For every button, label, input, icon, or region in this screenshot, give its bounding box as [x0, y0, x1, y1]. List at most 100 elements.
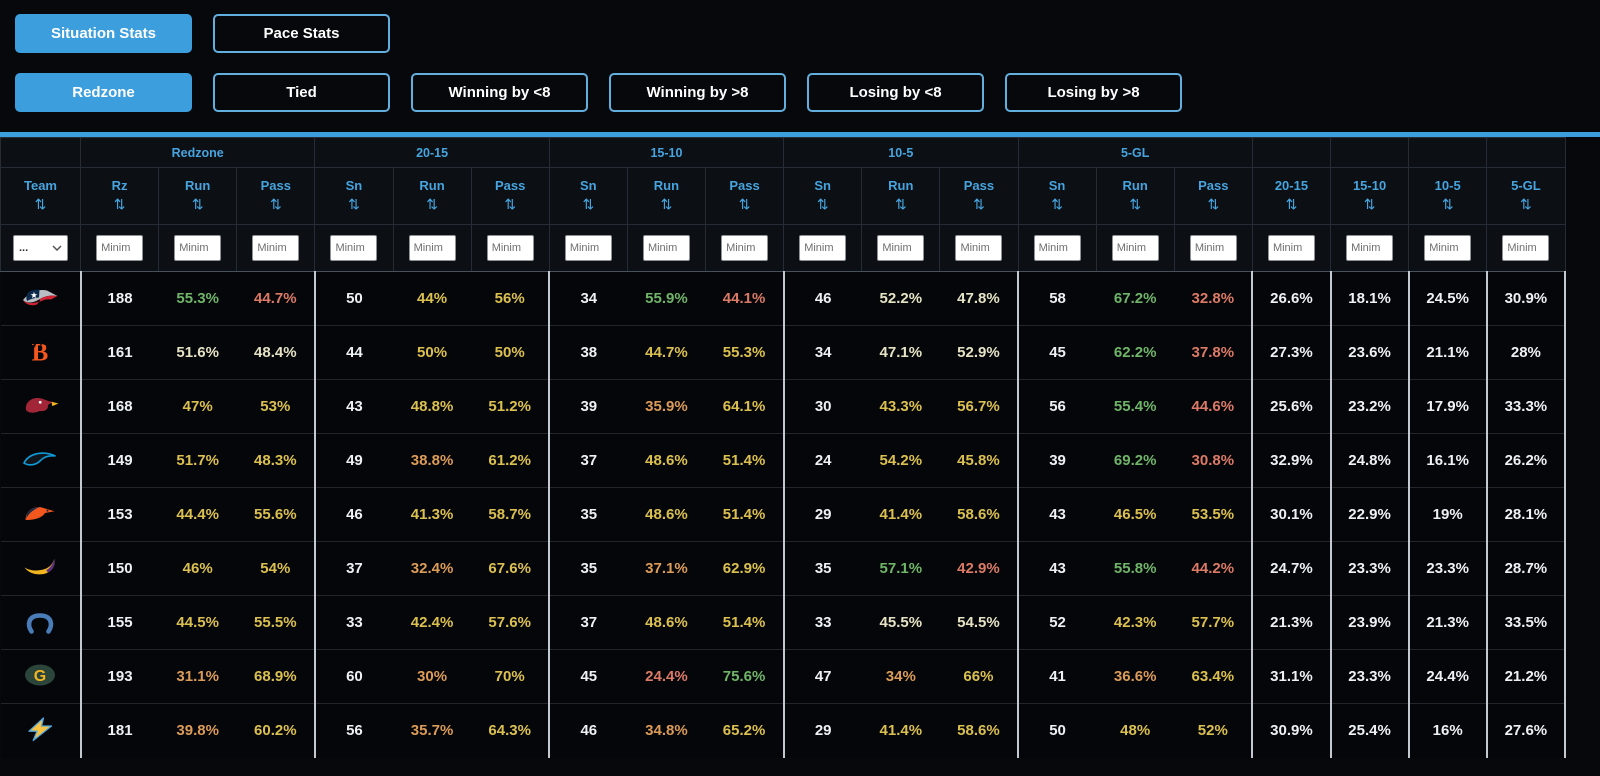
sort-icon[interactable]: ⇅ [738, 196, 751, 213]
cell-bengals-15-10-sn: 38 [549, 325, 628, 380]
min-filter-input-15-10-pass[interactable] [721, 235, 769, 261]
filter-row: ... [0, 224, 1566, 272]
cell-vikings-5-gl-sn: 43 [1018, 541, 1097, 596]
cell-cardinals-15-10-sn: 39 [549, 379, 628, 434]
col-header-redzone-run[interactable]: Run ⇅ [158, 167, 238, 225]
min-filter-input-20-15[interactable] [1267, 235, 1315, 261]
sort-icon[interactable]: ⇅ [582, 196, 595, 213]
cell-chargers-10-5-sn: 29 [783, 703, 862, 758]
col-header-20-15-sn[interactable]: Sn ⇅ [314, 167, 394, 225]
col-header-10-5-pass[interactable]: Pass ⇅ [939, 167, 1019, 225]
col-label: Sn [814, 177, 831, 193]
sort-icon[interactable]: ⇅ [816, 196, 829, 213]
col-header-redzone-rz[interactable]: Rz ⇅ [79, 167, 160, 225]
cell-packers-5-gl-sn: 41 [1018, 649, 1097, 704]
col-header-10-5-run[interactable]: Run ⇅ [861, 167, 941, 225]
team-cell-patriots [0, 271, 82, 326]
col-header-5-gl[interactable]: 5-GL ⇅ [1486, 167, 1566, 225]
col-header-5-gl-pass[interactable]: Pass ⇅ [1173, 167, 1253, 225]
cell-panthers-10-5-pass: 45.8% [939, 433, 1020, 488]
min-filter-input-15-10[interactable] [1346, 235, 1394, 261]
min-filter-input-5-gl[interactable] [1502, 235, 1550, 261]
sort-icon[interactable]: ⇅ [269, 196, 282, 213]
cell-vikings-20-15-sn: 37 [314, 541, 393, 596]
col-header-5-gl-run[interactable]: Run ⇅ [1095, 167, 1175, 225]
cell-cardinals-5-gl-pass: 44.6% [1174, 379, 1254, 434]
filter-cell-5-gl [1486, 224, 1566, 272]
cell-broncos-redzone-run: 44.4% [158, 487, 237, 542]
min-filter-input-10-5-sn[interactable] [799, 235, 847, 261]
cardinals-logo-icon [20, 391, 60, 419]
min-filter-input-redzone-pass[interactable] [252, 235, 300, 261]
sort-icon[interactable]: ⇅ [1051, 196, 1063, 213]
col-header-redzone-pass[interactable]: Pass ⇅ [236, 167, 316, 225]
sort-icon[interactable]: ⇅ [348, 196, 360, 213]
cell-colts-20-15-sn: 33 [314, 595, 393, 650]
sort-icon[interactable]: ⇅ [34, 196, 47, 213]
col-header-5-gl-sn[interactable]: Sn ⇅ [1017, 167, 1097, 225]
sort-icon[interactable]: ⇅ [1207, 196, 1220, 213]
cell-packers-redzone-pass: 68.9% [236, 649, 316, 704]
min-filter-input-5-gl-sn[interactable] [1033, 235, 1081, 261]
col-header-15-10[interactable]: 15-10 ⇅ [1329, 167, 1410, 225]
sort-icon[interactable]: ⇅ [1129, 196, 1142, 213]
sort-icon[interactable]: ⇅ [660, 196, 673, 213]
cell-patriots-5-gl-sn: 58 [1018, 271, 1097, 326]
min-filter-input-10-5-pass[interactable] [955, 235, 1003, 261]
tab-winning-by-lt8[interactable]: Winning by <8 [411, 73, 588, 112]
col-header-20-15-pass[interactable]: Pass ⇅ [470, 167, 550, 225]
min-filter-input-20-15-run[interactable] [408, 235, 456, 261]
tab-losing-by-gt8[interactable]: Losing by >8 [1005, 73, 1182, 112]
team-row-chargers: 181 39.8% 60.2% 56 35.7% 64.3% 46 34.8% 65.2% 29 4… [0, 703, 1567, 758]
min-filter-input-15-10-sn[interactable] [564, 235, 612, 261]
col-header-20-15-run[interactable]: Run ⇅ [392, 167, 472, 225]
sort-icon[interactable]: ⇅ [426, 196, 438, 213]
sort-icon[interactable]: ⇅ [1441, 196, 1454, 213]
cell-broncos-20-15-pass: 58.7% [471, 487, 551, 542]
sort-icon[interactable]: ⇅ [973, 196, 985, 213]
col-header-15-10-sn[interactable]: Sn ⇅ [548, 167, 628, 225]
min-filter-input-5-gl-pass[interactable] [1189, 235, 1237, 261]
min-filter-input-20-15-sn[interactable] [330, 235, 378, 261]
filter-cell-10-5-pass [939, 224, 1019, 272]
sort-icon[interactable]: ⇅ [504, 196, 517, 213]
cell-broncos-5-gl: 28.1% [1486, 487, 1567, 542]
sort-icon[interactable]: ⇅ [1363, 196, 1376, 213]
tab-pace-stats[interactable]: Pace Stats [213, 14, 390, 53]
tab-winning-by-gt8[interactable]: Winning by >8 [609, 73, 786, 112]
tab-losing-by-lt8[interactable]: Losing by <8 [807, 73, 984, 112]
tab-situation-stats[interactable]: Situation Stats [15, 14, 192, 53]
group-header-20-15: 20-15 [314, 137, 550, 168]
cell-broncos-15-10: 22.9% [1330, 487, 1410, 542]
cell-chargers-5-gl-run: 48% [1096, 703, 1175, 758]
min-filter-input-10-5-run[interactable] [877, 235, 925, 261]
col-header-team[interactable]: Team ⇅ [0, 167, 81, 225]
col-header-10-5-sn[interactable]: Sn ⇅ [783, 167, 863, 225]
min-filter-input-redzone-run[interactable] [174, 235, 222, 261]
min-filter-input-20-15-pass[interactable] [486, 235, 534, 261]
cell-broncos-5-gl-sn: 43 [1018, 487, 1097, 542]
min-filter-input-15-10-run[interactable] [642, 235, 690, 261]
min-filter-input-5-gl-run[interactable] [1111, 235, 1159, 261]
cell-packers-5-gl-run: 36.6% [1096, 649, 1175, 704]
col-label: Pass [1198, 177, 1229, 193]
tab-tied[interactable]: Tied [213, 73, 390, 112]
col-header-15-10-pass[interactable]: Pass ⇅ [704, 167, 785, 225]
sort-icon[interactable]: ⇅ [894, 196, 907, 213]
min-filter-input-redzone-rz[interactable] [96, 235, 144, 261]
min-filter-input-10-5[interactable] [1424, 235, 1472, 261]
filter-cell-10-5 [1408, 224, 1488, 272]
col-header-20-15[interactable]: 20-15 ⇅ [1251, 167, 1332, 225]
sort-icon[interactable]: ⇅ [1520, 196, 1532, 213]
sort-icon[interactable]: ⇅ [191, 196, 204, 213]
team-filter-dropdown[interactable]: ... [13, 235, 68, 261]
cell-cardinals-20-15-pass: 51.2% [471, 379, 551, 434]
cell-vikings-20-15-pass: 67.6% [471, 541, 551, 596]
sort-icon[interactable]: ⇅ [1285, 196, 1298, 213]
team-row-cardinals: 168 47% 53% 43 48.8% 51.2% 39 35.9% 64.1% 30 43.3%… [0, 379, 1567, 434]
col-header-10-5[interactable]: 10-5 ⇅ [1408, 167, 1488, 225]
sort-icon[interactable]: ⇅ [113, 196, 126, 213]
col-header-15-10-run[interactable]: Run ⇅ [626, 167, 707, 225]
tab-redzone[interactable]: Redzone [15, 73, 192, 112]
cell-colts-20-15: 21.3% [1252, 595, 1332, 650]
